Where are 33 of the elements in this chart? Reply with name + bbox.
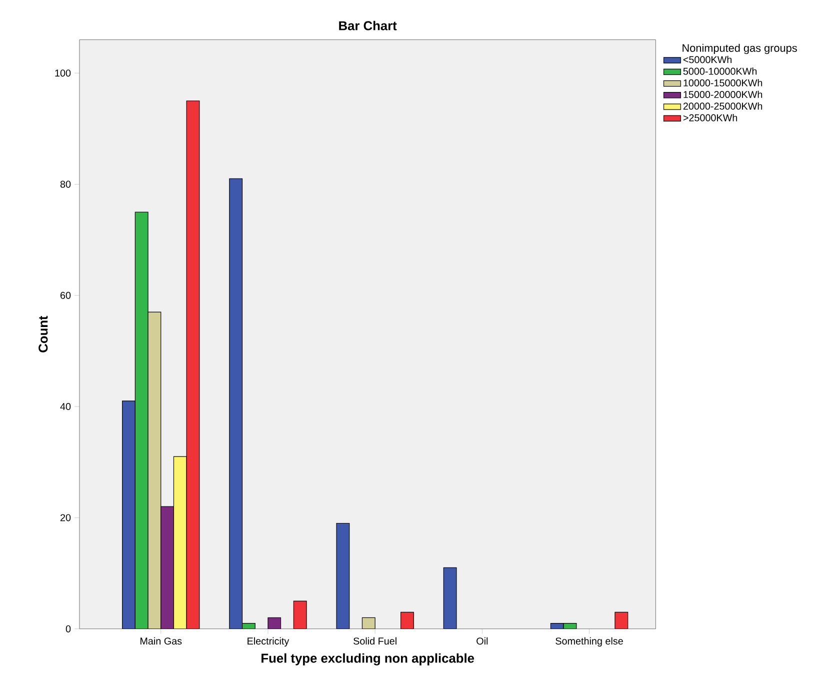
y-tick-label: 60	[60, 292, 71, 299]
chart-title: Bar Chart	[339, 20, 397, 30]
bar	[134, 212, 148, 629]
y-tick-label: 80	[60, 180, 71, 188]
x-axis-title: Fuel type excluding non applicable	[262, 653, 474, 666]
legend-title: Nonimputed gas groups	[682, 44, 797, 54]
y-axis-title: Count	[38, 316, 48, 352]
bar	[148, 312, 162, 629]
bar	[229, 178, 243, 629]
x-tick-label: Electricity	[248, 637, 290, 646]
legend-label: 5000-10000KWh	[683, 67, 757, 75]
x-tick-label: Solid Fuel	[354, 637, 396, 644]
bar	[443, 567, 457, 629]
legend-label: 15000-20000KWh	[684, 90, 762, 98]
bar	[336, 522, 350, 629]
y-tick-label: 40	[60, 402, 71, 410]
legend-label: 20000-25000KWh	[683, 102, 762, 110]
x-tick-label: Something else	[556, 637, 623, 646]
bar	[122, 400, 136, 629]
y-tick-label: 100	[55, 69, 71, 76]
x-tick-label: Main Gas	[140, 637, 182, 644]
bar	[400, 612, 414, 629]
y-tick-label: 0	[66, 625, 71, 632]
bar	[362, 617, 376, 629]
bar	[186, 100, 200, 629]
legend-label: >25000KWh	[683, 114, 738, 122]
bar	[614, 612, 628, 629]
bar	[160, 506, 174, 629]
legend-label: <5000KWh	[683, 56, 732, 63]
y-tick-label: 20	[60, 514, 71, 521]
x-tick-label: Oil	[476, 637, 488, 644]
legend-label: 10000-15000KWh	[684, 78, 762, 86]
bar	[293, 600, 307, 629]
